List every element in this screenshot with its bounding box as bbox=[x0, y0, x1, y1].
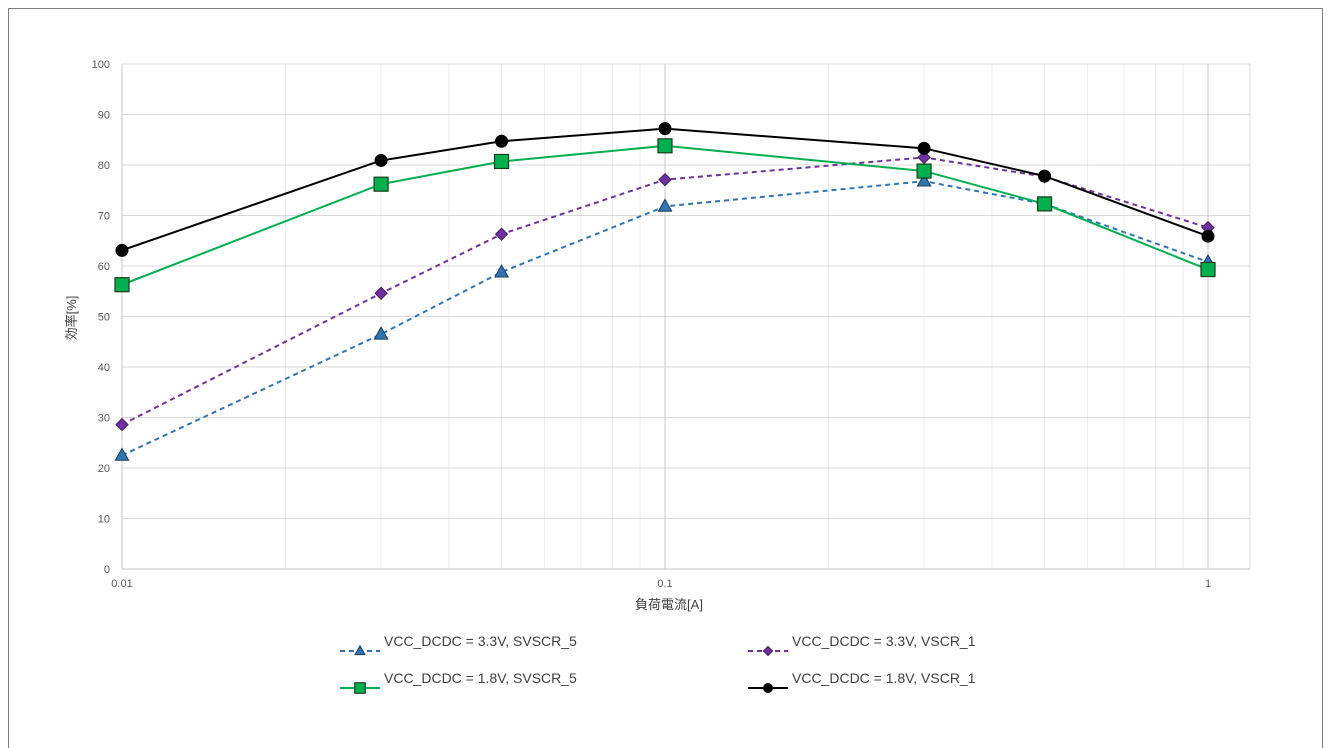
circle-marker bbox=[917, 141, 931, 155]
x-tick-label: 0.01 bbox=[111, 578, 132, 590]
legend-label: VCC_DCDC = 3.3V, VSCR_1 bbox=[792, 633, 976, 649]
legend-label: VCC_DCDC = 1.8V, SVSCR_5 bbox=[384, 670, 577, 686]
circle-marker bbox=[495, 134, 509, 148]
legend-item-1: VCC_DCDC = 3.3V, SVSCR_5 bbox=[340, 633, 577, 656]
circle-marker bbox=[1201, 229, 1215, 243]
series-4 bbox=[115, 122, 1215, 257]
legend-item-3: VCC_DCDC = 1.8V, SVSCR_5 bbox=[340, 670, 577, 694]
y-tick-label: 60 bbox=[98, 261, 110, 273]
square-marker bbox=[1036, 196, 1053, 212]
y-tick-label: 90 bbox=[98, 110, 110, 122]
circle-marker bbox=[1038, 169, 1052, 183]
y-tick-label: 0 bbox=[104, 564, 110, 576]
x-axis-title: 負荷電流[A] bbox=[635, 597, 703, 612]
y-tick-label: 10 bbox=[98, 514, 110, 526]
legend-label: VCC_DCDC = 3.3V, SVSCR_5 bbox=[384, 633, 577, 649]
legend-item-4: VCC_DCDC = 1.8V, VSCR_1 bbox=[748, 670, 976, 693]
circle-marker bbox=[763, 683, 773, 693]
series-layer bbox=[114, 122, 1216, 461]
circle-marker bbox=[374, 153, 388, 167]
y-tick-label: 50 bbox=[98, 312, 110, 324]
diamond-marker bbox=[762, 645, 774, 657]
y-axis-title: 効率[%] bbox=[64, 296, 79, 341]
y-tick-label: 20 bbox=[98, 463, 110, 475]
square-marker bbox=[354, 682, 366, 694]
x-tick-label: 0.1 bbox=[657, 578, 672, 590]
legend: VCC_DCDC = 3.3V, SVSCR_5 VCC_DCDC = 3.3V,… bbox=[340, 633, 976, 694]
circle-marker bbox=[115, 243, 129, 257]
y-tick-label: 70 bbox=[98, 211, 110, 223]
y-tick-labels: 0 10 20 30 40 50 60 70 80 90 100 bbox=[92, 59, 110, 576]
triangle-marker bbox=[114, 447, 130, 461]
x-tick-labels: 0.01 0.1 1 bbox=[111, 578, 1211, 590]
triangle-marker bbox=[494, 264, 510, 278]
diamond-marker bbox=[115, 417, 129, 432]
triangle-marker bbox=[354, 644, 366, 656]
square-marker bbox=[1200, 261, 1216, 278]
diamond-marker bbox=[658, 172, 672, 187]
triangle-marker bbox=[373, 326, 389, 340]
square-marker bbox=[916, 163, 932, 179]
diamond-marker bbox=[917, 150, 931, 165]
circle-marker bbox=[658, 122, 672, 136]
triangle-marker bbox=[916, 173, 932, 187]
diamond-marker bbox=[374, 286, 388, 300]
square-marker bbox=[373, 176, 389, 192]
triangle-marker bbox=[657, 198, 673, 212]
diamond-marker bbox=[494, 227, 509, 241]
y-tick-label: 30 bbox=[98, 413, 110, 425]
square-marker bbox=[657, 138, 673, 154]
y-tick-label: 40 bbox=[98, 362, 110, 374]
series-3 bbox=[114, 138, 1216, 293]
y-tick-label: 80 bbox=[98, 160, 110, 172]
legend-label: VCC_DCDC = 1.8V, VSCR_1 bbox=[792, 670, 976, 686]
x-tick-label: 1 bbox=[1205, 578, 1211, 590]
legend-item-2: VCC_DCDC = 3.3V, VSCR_1 bbox=[748, 633, 976, 657]
major-gridlines bbox=[121, 63, 1251, 570]
y-tick-label: 100 bbox=[92, 59, 110, 71]
square-marker bbox=[114, 277, 130, 293]
square-marker bbox=[493, 153, 510, 170]
